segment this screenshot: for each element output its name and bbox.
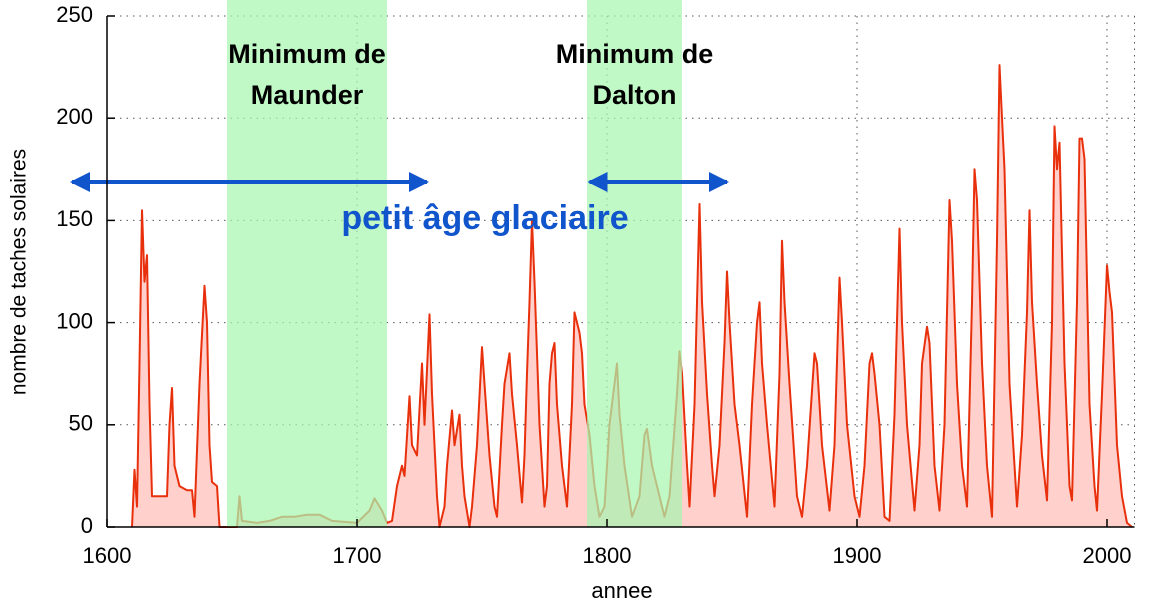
y-tick-label: 200 (56, 104, 93, 129)
region-label: Dalton (593, 80, 677, 110)
arrow-label: petit âge glaciaire (341, 199, 628, 237)
y-axis-label: nombre de taches solaires (8, 149, 31, 395)
region-label: Minimum de (556, 39, 714, 69)
x-axis-label: annee (591, 578, 652, 603)
region (587, 0, 682, 527)
y-tick-label: 50 (69, 411, 93, 436)
x-tick-label: 2000 (1083, 543, 1132, 568)
region-label: Maunder (251, 80, 364, 110)
y-tick-label: 0 (81, 513, 93, 538)
area-fill (132, 65, 1132, 527)
region-label: Minimum de (228, 39, 386, 69)
x-tick-label: 1600 (83, 543, 132, 568)
y-tick-label: 150 (56, 206, 93, 231)
x-tick-label: 1700 (333, 543, 382, 568)
y-tick-label: 100 (56, 308, 93, 333)
region (227, 0, 387, 527)
x-tick-label: 1900 (833, 543, 882, 568)
y-tick-label: 250 (56, 2, 93, 27)
x-tick-label: 1800 (583, 543, 632, 568)
